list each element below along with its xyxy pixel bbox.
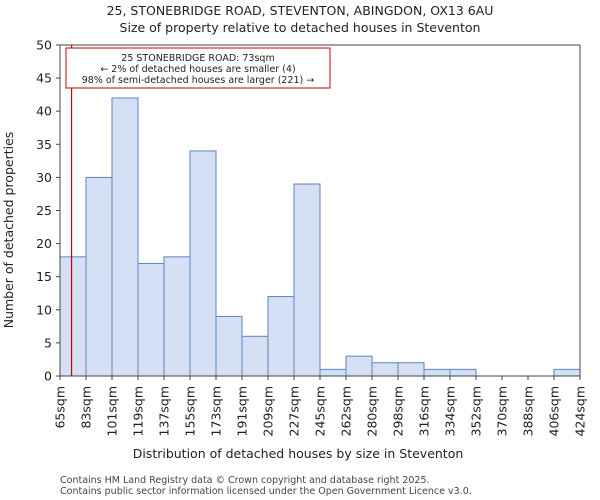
x-tick-label: 119sqm [131,386,146,436]
x-tick-label: 83sqm [79,386,94,429]
annotation-line-1: 25 STONEBRIDGE ROAD: 73sqm [121,53,274,64]
y-tick-label: 20 [36,236,52,251]
bar [553,368,581,377]
y-tick-label: 25 [36,203,52,218]
y-tick-label: 5 [44,335,52,350]
bar [163,256,191,377]
y-axis: 0 5 10 15 20 25 30 35 40 45 50 [36,38,60,384]
bar [59,256,87,377]
chart-title-line1: 25, STONEBRIDGE ROAD, STEVENTON, ABINGDO… [107,3,494,18]
annotation-frame [65,47,331,89]
bar [215,315,243,377]
bar [345,355,373,377]
x-tick-label: 191sqm [235,386,250,436]
bar [241,335,269,377]
x-tick-label: 137sqm [157,386,172,436]
x-tick-label: 298sqm [391,386,406,436]
x-axis-label: Distribution of detached houses by size … [133,446,464,461]
x-tick-label: 424sqm [573,386,588,436]
y-tick-label: 10 [36,302,52,317]
bar [111,97,139,377]
footer-line-1: Contains HM Land Registry data © Crown c… [60,475,430,486]
x-tick-label: 262sqm [339,386,354,436]
x-tick-label: 209sqm [261,386,276,436]
x-tick-label: 227sqm [287,386,302,436]
annotation-line-2: ← 2% of detached houses are smaller (4) [100,64,295,75]
chart-title-line2: Size of property relative to detached ho… [120,20,481,35]
x-tick-label: 101sqm [105,386,120,436]
y-tick-label: 30 [36,170,52,185]
bar [449,368,477,377]
y-tick-label: 50 [36,38,52,53]
x-tick-label: 245sqm [313,386,328,436]
y-tick-label: 40 [36,104,52,119]
bars-group [59,97,581,377]
annotation-box: 25 STONEBRIDGE ROAD: 73sqm ← 2% of detac… [65,47,331,89]
bar [397,362,425,377]
x-tick-label: 280sqm [365,386,380,436]
x-tick-label: 370sqm [495,386,510,436]
plot-frame [59,44,581,377]
x-tick-label: 316sqm [417,386,432,436]
bar [267,296,295,377]
y-tick-label: 45 [36,71,52,86]
annotation-line-3: 98% of semi-detached houses are larger (… [82,75,315,86]
x-tick-label: 388sqm [521,386,536,436]
bar [293,183,321,377]
x-axis: 65sqm 83sqm 101sqm 119sqm 137sqm 155sqm 173sqm… [53,376,588,436]
y-tick-label: 35 [36,137,52,152]
y-tick-label: 0 [44,369,52,384]
x-tick-label: 155sqm [183,386,198,436]
bar [137,262,165,377]
bar [85,176,113,377]
y-tick-label: 15 [36,269,52,284]
x-tick-label: 352sqm [469,386,484,436]
bar [371,362,399,377]
bar [423,368,451,377]
x-tick-label: 334sqm [443,386,458,436]
y-axis-label: Number of detached properties [1,132,16,329]
x-tick-label: 406sqm [547,386,562,436]
x-tick-label: 65sqm [53,386,68,429]
footer-line-2: Contains public sector information licen… [60,486,472,497]
bar [319,368,347,377]
bar [189,150,217,377]
x-tick-label: 173sqm [209,386,224,436]
